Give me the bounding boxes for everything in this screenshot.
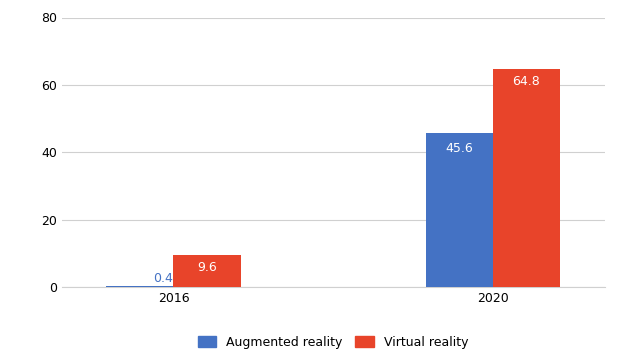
Bar bbox=[426, 133, 493, 287]
Text: 64.8: 64.8 bbox=[513, 76, 540, 89]
Bar bbox=[173, 255, 241, 287]
Legend: Augmented reality, Virtual reality: Augmented reality, Virtual reality bbox=[193, 331, 474, 350]
Text: 45.6: 45.6 bbox=[445, 142, 473, 155]
Bar bbox=[106, 286, 173, 287]
Bar bbox=[493, 69, 560, 287]
Text: 9.6: 9.6 bbox=[197, 261, 217, 274]
Text: 0.4: 0.4 bbox=[153, 272, 173, 285]
